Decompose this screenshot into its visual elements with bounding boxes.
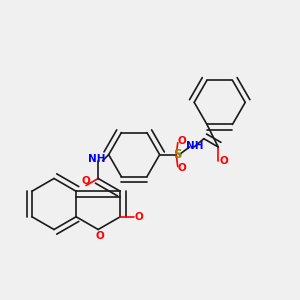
Text: NH: NH [88,154,105,164]
Text: O: O [219,156,228,166]
Text: O: O [178,136,187,146]
Text: O: O [178,163,187,173]
Text: S: S [173,148,182,161]
Text: O: O [95,230,104,241]
Text: NH: NH [186,141,204,152]
Text: O: O [134,212,143,222]
Text: O: O [82,176,90,186]
